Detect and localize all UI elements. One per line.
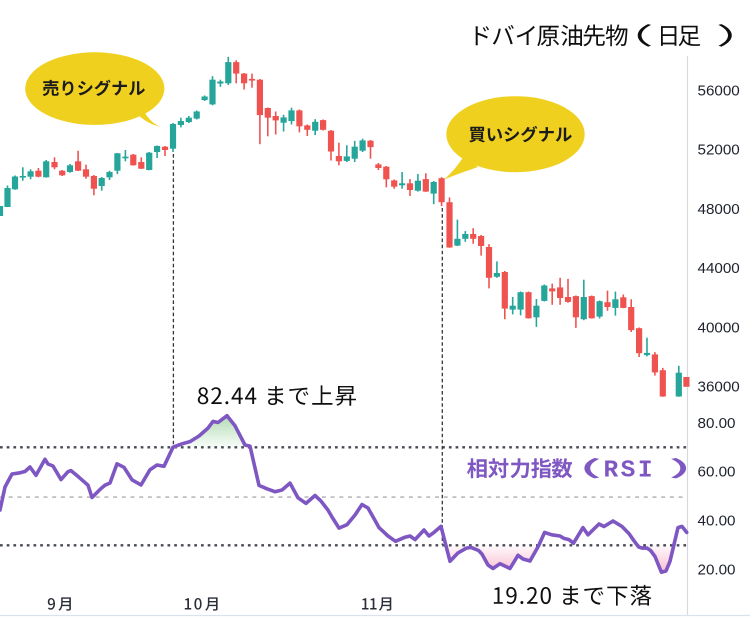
svg-text:44000: 44000	[698, 260, 740, 277]
svg-text:20.00: 20.00	[698, 562, 736, 579]
svg-text:40000: 40000	[698, 319, 740, 336]
svg-text:52000: 52000	[698, 142, 740, 159]
svg-text:60.00: 60.00	[698, 464, 736, 481]
svg-text:48000: 48000	[698, 201, 740, 218]
svg-text:40.00: 40.00	[698, 513, 736, 530]
svg-text:36000: 36000	[698, 379, 740, 396]
svg-text:56000: 56000	[698, 82, 740, 99]
svg-text:80.00: 80.00	[698, 415, 736, 432]
svg-text:RSI: RSI	[603, 457, 655, 484]
